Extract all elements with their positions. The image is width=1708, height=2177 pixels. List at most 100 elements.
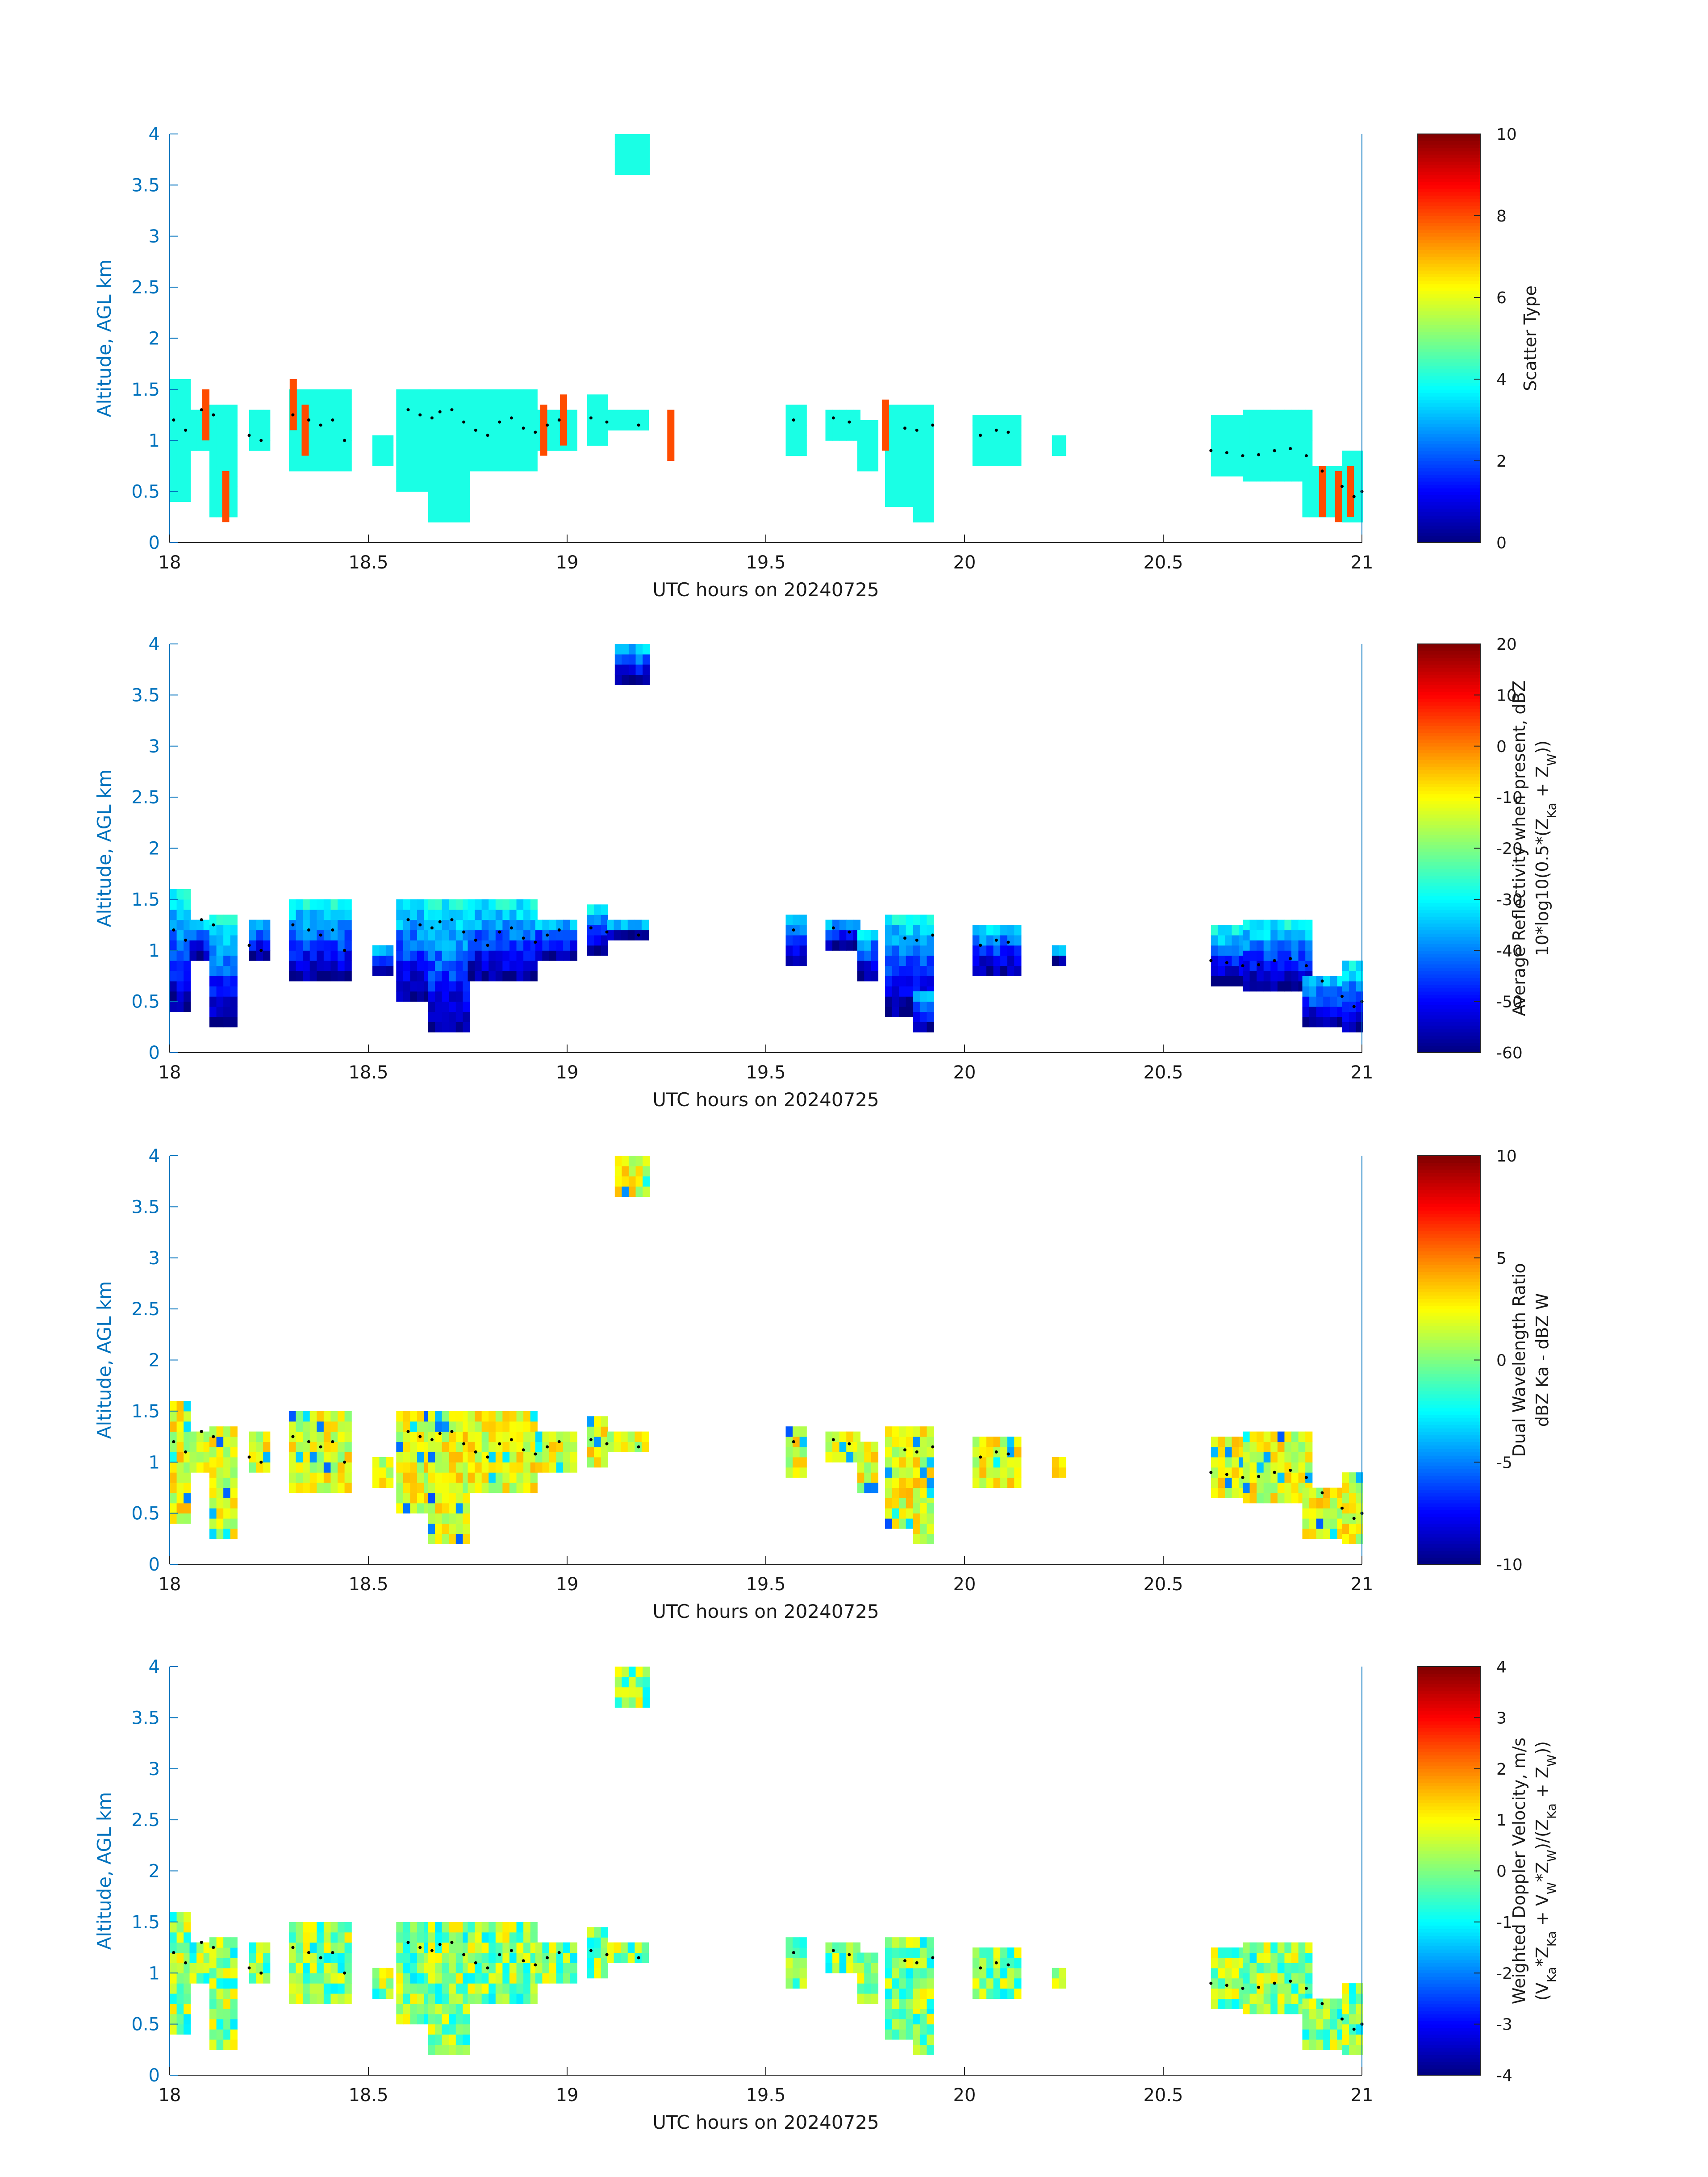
heatmap-cell bbox=[523, 1973, 531, 1984]
heatmap-cell bbox=[502, 940, 510, 951]
cloud-base-dot bbox=[831, 1949, 835, 1952]
cloud-base-dot bbox=[1304, 454, 1308, 458]
heatmap-cell bbox=[256, 440, 263, 451]
heatmap-cell bbox=[1302, 466, 1310, 476]
heatmap-cell bbox=[594, 394, 601, 405]
colorbar-segment bbox=[1418, 855, 1480, 859]
heatmap-cell bbox=[927, 2014, 934, 2025]
heatmap-cell bbox=[463, 471, 470, 482]
cloud-base-dot bbox=[605, 1442, 609, 1446]
heatmap-cell bbox=[1302, 1518, 1310, 1529]
cloud-base-dot bbox=[557, 418, 561, 422]
heatmap-cell bbox=[601, 915, 608, 925]
heatmap-cell bbox=[601, 904, 608, 915]
cloud-base-dot bbox=[200, 1941, 203, 1944]
heatmap-cell bbox=[344, 1462, 352, 1473]
heatmap-cell bbox=[906, 1968, 913, 1979]
heatmap-cell bbox=[1263, 1952, 1271, 1963]
cloud-base-dot bbox=[200, 918, 203, 922]
heatmap-cell bbox=[563, 930, 571, 940]
heatmap-cell bbox=[1323, 986, 1331, 997]
heatmap-cell bbox=[535, 950, 543, 961]
heatmap-cell bbox=[184, 899, 191, 910]
heatmap-cell bbox=[825, 919, 833, 931]
heatmap-cell bbox=[516, 909, 524, 920]
heatmap-cell bbox=[323, 1411, 331, 1422]
heatmap-cell bbox=[338, 409, 345, 421]
heatmap-cell bbox=[1270, 1963, 1278, 1973]
heatmap-cell bbox=[481, 389, 489, 400]
heatmap-cell bbox=[509, 430, 517, 441]
heatmap-cell bbox=[1309, 486, 1317, 497]
colorbar-segment bbox=[1418, 1237, 1480, 1241]
heatmap-cell bbox=[1298, 1973, 1306, 1984]
heatmap-cell bbox=[1305, 930, 1313, 940]
heatmap-cell bbox=[216, 2029, 224, 2040]
heatmap-cell bbox=[184, 961, 191, 971]
heatmap-cell bbox=[1270, 430, 1278, 441]
heatmap-cell bbox=[223, 996, 231, 1007]
heatmap-cell bbox=[846, 1452, 854, 1462]
colorbar-segment bbox=[1418, 205, 1480, 209]
heatmap-cell bbox=[455, 2034, 463, 2045]
heatmap-cell bbox=[330, 1983, 338, 1994]
heatmap-cell bbox=[249, 420, 257, 430]
heatmap-cell bbox=[449, 961, 456, 971]
heatmap-cell bbox=[516, 430, 524, 441]
heatmap-cell bbox=[403, 1431, 411, 1442]
cloud-base-dot bbox=[1320, 1491, 1324, 1495]
heatmap-cell bbox=[535, 1431, 543, 1442]
heatmap-cell bbox=[410, 1442, 418, 1452]
heatmap-cell bbox=[1211, 455, 1218, 467]
heatmap-cell bbox=[170, 461, 177, 472]
heatmap-cell bbox=[449, 1472, 456, 1483]
heatmap-cell bbox=[230, 476, 238, 487]
heatmap-cell bbox=[1302, 486, 1310, 497]
heatmap-cell bbox=[196, 930, 204, 940]
cloud-base-dot bbox=[438, 1943, 442, 1946]
heatmap-cell bbox=[927, 1513, 934, 1524]
heatmap-cell bbox=[289, 1411, 296, 1422]
heatmap-cell bbox=[1298, 1942, 1306, 1953]
heatmap-cell bbox=[1284, 919, 1292, 931]
heatmap-cell bbox=[475, 1973, 482, 1984]
colorbar-frame bbox=[1417, 134, 1481, 543]
heatmap-cell bbox=[1211, 955, 1218, 966]
heatmap-cell bbox=[1218, 1968, 1225, 1979]
heatmap-cell bbox=[607, 1442, 614, 1452]
colorbar-segment bbox=[1418, 919, 1480, 924]
heatmap-cell bbox=[495, 961, 503, 971]
heatmap-cell bbox=[417, 971, 425, 982]
heatmap-cell bbox=[523, 1452, 531, 1462]
heatmap-cell bbox=[594, 904, 601, 915]
colorbar-segment bbox=[1418, 1990, 1480, 1994]
heatmap-cell bbox=[455, 971, 463, 982]
heatmap-cell bbox=[296, 961, 303, 971]
heatmap-cell bbox=[899, 2009, 906, 2019]
heatmap-cell bbox=[523, 919, 531, 931]
heatmap-cell bbox=[223, 1488, 231, 1498]
cloud-base-dot bbox=[438, 1432, 442, 1435]
colorbar-segment bbox=[1418, 2044, 1480, 2048]
heatmap-cell bbox=[906, 1426, 913, 1437]
heatmap-cell bbox=[1316, 1007, 1324, 1017]
heatmap-cell bbox=[489, 909, 496, 920]
heatmap-cell bbox=[635, 154, 643, 165]
heatmap-cell bbox=[785, 1446, 793, 1458]
heatmap-cell bbox=[857, 461, 864, 472]
heatmap-cell bbox=[1270, 950, 1278, 961]
heatmap-cell bbox=[1349, 981, 1357, 992]
heatmap-cell bbox=[396, 1942, 404, 1953]
heatmap-cell bbox=[892, 1446, 899, 1458]
heatmap-cell bbox=[428, 1503, 435, 1514]
heatmap-cell bbox=[203, 919, 211, 931]
heatmap-cell bbox=[296, 409, 303, 421]
heatmap-cell bbox=[542, 1942, 550, 1953]
heatmap-cell bbox=[846, 1963, 854, 1973]
heatmap-cell bbox=[621, 919, 628, 931]
heatmap-cell bbox=[913, 1503, 920, 1514]
heatmap-cell bbox=[1257, 2003, 1264, 2014]
heatmap-cell bbox=[386, 965, 394, 977]
heatmap-cell bbox=[1007, 1446, 1015, 1458]
y-tick-label: 4 bbox=[149, 1657, 160, 1677]
